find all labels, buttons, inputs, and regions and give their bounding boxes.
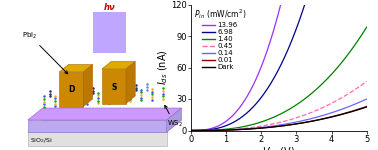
Polygon shape [93,12,126,52]
Polygon shape [28,120,181,132]
Text: S: S [111,82,116,91]
Polygon shape [28,108,181,120]
Polygon shape [102,69,126,103]
Polygon shape [102,61,135,69]
Polygon shape [28,120,167,132]
Text: PbI$_2$: PbI$_2$ [22,30,68,74]
Text: hν: hν [104,3,115,12]
Text: WS$_2$: WS$_2$ [165,105,183,129]
Y-axis label: $I_{ds}$ (nA): $I_{ds}$ (nA) [156,50,170,85]
X-axis label: $V_{ds}$ (V): $V_{ds}$ (V) [262,145,296,150]
Polygon shape [28,132,167,146]
Text: D: D [68,85,74,94]
Polygon shape [59,64,93,72]
Polygon shape [83,64,93,106]
Legend: 13.96, 6.98, 1.40, 0.45, 0.14, 0.01, Dark: 13.96, 6.98, 1.40, 0.45, 0.14, 0.01, Dar… [193,7,247,71]
Polygon shape [126,61,135,103]
Text: SiO$_2$/Si: SiO$_2$/Si [29,137,53,145]
Polygon shape [59,72,83,106]
Polygon shape [167,108,181,132]
